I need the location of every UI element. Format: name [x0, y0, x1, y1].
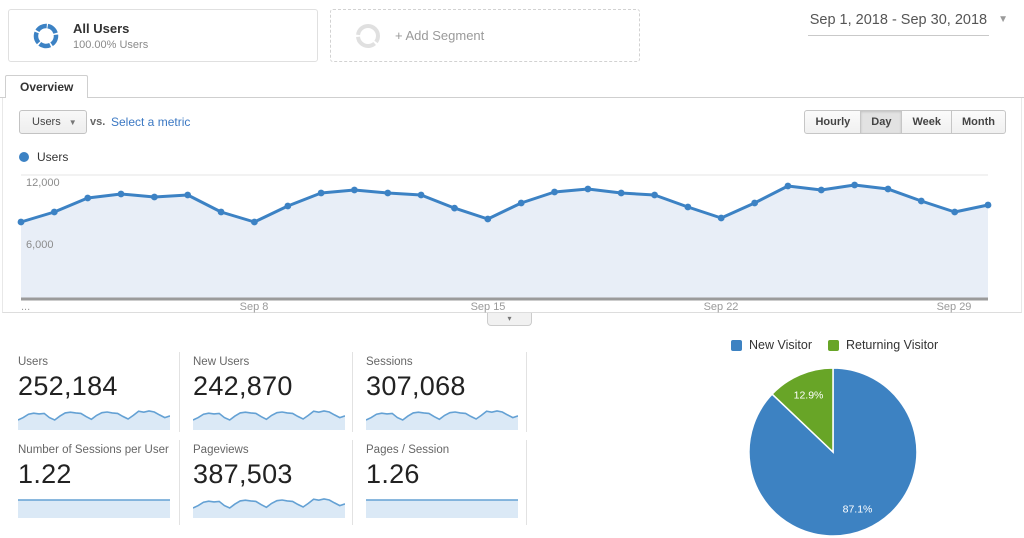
metric-card-new-users[interactable]: New Users 242,870	[180, 352, 353, 432]
metric-value: 387,503	[193, 459, 293, 489]
legend-label: New Visitor	[749, 338, 812, 352]
metric-label: Pages / Session	[366, 444, 450, 456]
sparkline-new-users	[193, 410, 345, 430]
metric-value: 1.26	[366, 459, 420, 489]
date-range-text: Sep 1, 2018 - Sep 30, 2018	[807, 10, 990, 36]
date-range-selector[interactable]: Sep 1, 2018 - Sep 30, 2018 ▼	[807, 10, 1008, 36]
returning-visitor-swatch-icon	[827, 339, 839, 351]
x-axis-tick-start: ...	[21, 301, 31, 313]
granularity-hourly[interactable]: Hourly	[804, 110, 862, 134]
segment-subtitle: 100.00% Users	[73, 38, 149, 51]
metric-dropdown[interactable]: Users ▼	[19, 110, 87, 134]
legend-returning-visitor: Returning Visitor	[827, 338, 939, 352]
granularity-buttons: Hourly Day Week Month	[804, 110, 1006, 134]
metric-value: 252,184	[18, 371, 118, 401]
explorer-panel: Users ▼ vs. Select a metric Hourly Day W…	[2, 98, 1022, 313]
segment-title: All Users	[73, 20, 130, 36]
sparkline-pages-per-session	[366, 499, 518, 518]
add-segment-button[interactable]: + Add Segment	[330, 9, 640, 62]
metric-label: Sessions	[366, 356, 413, 368]
sparkline-pageviews	[193, 498, 345, 518]
metric-dropdown-label: Users	[32, 116, 61, 128]
metric-scorecards: Users 252,184 New Users 242,870 Sessions…	[8, 352, 527, 525]
segment-ring-icon	[356, 23, 380, 48]
metric-card-pageviews[interactable]: Pageviews 387,503	[180, 440, 353, 525]
metric-card-pages-per-session[interactable]: Pages / Session 1.26	[353, 440, 527, 525]
sparkline-sessions-per-user	[18, 499, 170, 518]
x-axis-tick-sep29: Sep 29	[936, 301, 972, 313]
add-segment-label: + Add Segment	[395, 28, 485, 43]
granularity-week[interactable]: Week	[902, 110, 953, 134]
y-axis-tick-12000: 12,000	[26, 177, 60, 189]
metric-value: 1.22	[18, 459, 72, 489]
y-axis-tick-6000: 6,000	[26, 239, 54, 251]
chevron-down-icon: ▾	[507, 314, 512, 323]
granularity-month[interactable]: Month	[952, 110, 1006, 134]
segment-all-users[interactable]: All Users 100.00% Users	[8, 9, 318, 62]
tab-bar: Overview	[0, 75, 1024, 98]
new-visitor-swatch-icon	[731, 339, 742, 351]
visitor-type-pie-chart[interactable]: 87.1% 12.9%	[747, 366, 919, 538]
pie-legend: New Visitor Returning Visitor	[731, 338, 938, 352]
x-axis-tick-sep8: Sep 8	[239, 301, 269, 313]
chart-collapse-button[interactable]: ▾	[487, 313, 532, 326]
pie-slice-label: 87.1%	[843, 504, 873, 516]
granularity-day[interactable]: Day	[861, 110, 903, 134]
vs-label: vs.	[90, 116, 106, 128]
caret-down-icon: ▼	[998, 14, 1008, 25]
legend-new-visitor: New Visitor	[731, 338, 812, 352]
x-axis-tick-sep15: Sep 15	[470, 301, 506, 313]
sparkline-sessions	[366, 410, 518, 430]
pie-slice-label: 12.9%	[794, 389, 824, 401]
caret-down-icon: ▼	[68, 117, 77, 127]
metric-label: New Users	[193, 356, 250, 368]
metric-card-sessions[interactable]: Sessions 307,068	[353, 352, 527, 432]
tab-overview[interactable]: Overview	[5, 75, 89, 98]
select-metric-link[interactable]: Select a metric	[111, 115, 191, 129]
users-series-dot-icon	[19, 152, 29, 162]
metric-label: Users	[18, 356, 49, 368]
metric-value: 307,068	[366, 371, 466, 401]
sparkline-users	[18, 410, 170, 430]
segment-donut-icon	[33, 23, 59, 48]
chart-legend-label: Users	[37, 150, 69, 164]
metric-label: Pageviews	[193, 444, 249, 456]
metric-card-users[interactable]: Users 252,184	[8, 352, 180, 432]
metric-label: Number of Sessions per User	[18, 444, 169, 456]
legend-label: Returning Visitor	[845, 338, 939, 352]
x-axis-tick-sep22: Sep 22	[703, 301, 739, 313]
users-line-chart[interactable]	[3, 168, 1021, 313]
metric-card-sessions-per-user[interactable]: Number of Sessions per User 1.22	[8, 440, 180, 525]
chart-legend: Users	[19, 150, 68, 164]
metric-value: 242,870	[193, 371, 293, 401]
